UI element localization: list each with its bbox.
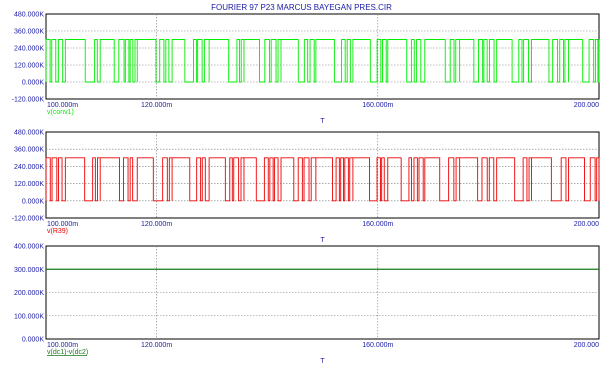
x-tick-label: 160.000m xyxy=(362,221,393,228)
y-tick-label: 120.000K xyxy=(14,181,44,188)
legend-entry: v(R39) xyxy=(47,228,68,235)
y-tick-label: 240.000K xyxy=(14,164,44,171)
x-tick-label: 100.000m xyxy=(47,102,78,109)
series-line xyxy=(45,157,600,202)
x-axis-label: T xyxy=(320,237,325,244)
x-tick-label: 200.000 xyxy=(574,102,599,109)
y-tick-label: 480.000K xyxy=(14,130,44,137)
plot-frame xyxy=(45,131,600,219)
y-tick-label: -120.000K xyxy=(12,216,45,223)
legend-entry: v(dc1)-v(dc2) xyxy=(47,349,88,356)
y-tick-label: 0.000K xyxy=(22,198,45,205)
x-axis-label: T xyxy=(320,118,325,125)
x-tick-label: 120.000m xyxy=(141,102,172,109)
y-tick-label: -120.000K xyxy=(12,97,45,104)
y-tick-label: 0.000K xyxy=(22,337,45,344)
y-tick-label: 480.000K xyxy=(14,12,44,19)
x-tick-label: 160.000m xyxy=(362,342,393,349)
x-tick-label: 100.000m xyxy=(47,342,78,349)
x-axis-label: T xyxy=(320,358,325,365)
x-tick-label: 200.000 xyxy=(574,342,599,349)
y-tick-label: 300.000K xyxy=(14,267,44,274)
y-tick-label: 360.000K xyxy=(14,29,44,36)
y-tick-label: 100.000K xyxy=(14,313,44,320)
x-tick-label: 200.000 xyxy=(574,221,599,228)
y-tick-label: 360.000K xyxy=(14,147,44,154)
legend-entry: v(conv1) xyxy=(47,109,74,116)
x-tick-label: 120.000m xyxy=(141,342,172,349)
y-tick-label: 400.000K xyxy=(14,244,44,251)
y-tick-label: 200.000K xyxy=(14,290,44,297)
x-tick-label: 160.000m xyxy=(362,102,393,109)
series-line xyxy=(45,39,600,83)
y-tick-label: 120.000K xyxy=(14,63,44,70)
y-tick-label: 240.000K xyxy=(14,46,44,53)
x-tick-label: 100.000m xyxy=(47,221,78,228)
y-tick-label: 0.000K xyxy=(22,80,45,87)
x-tick-label: 120.000m xyxy=(141,221,172,228)
plot-title: FOURIER 97 P23 MARCUS BAYEGAN PRES.CIR xyxy=(211,3,392,12)
plot-frame xyxy=(45,13,600,100)
